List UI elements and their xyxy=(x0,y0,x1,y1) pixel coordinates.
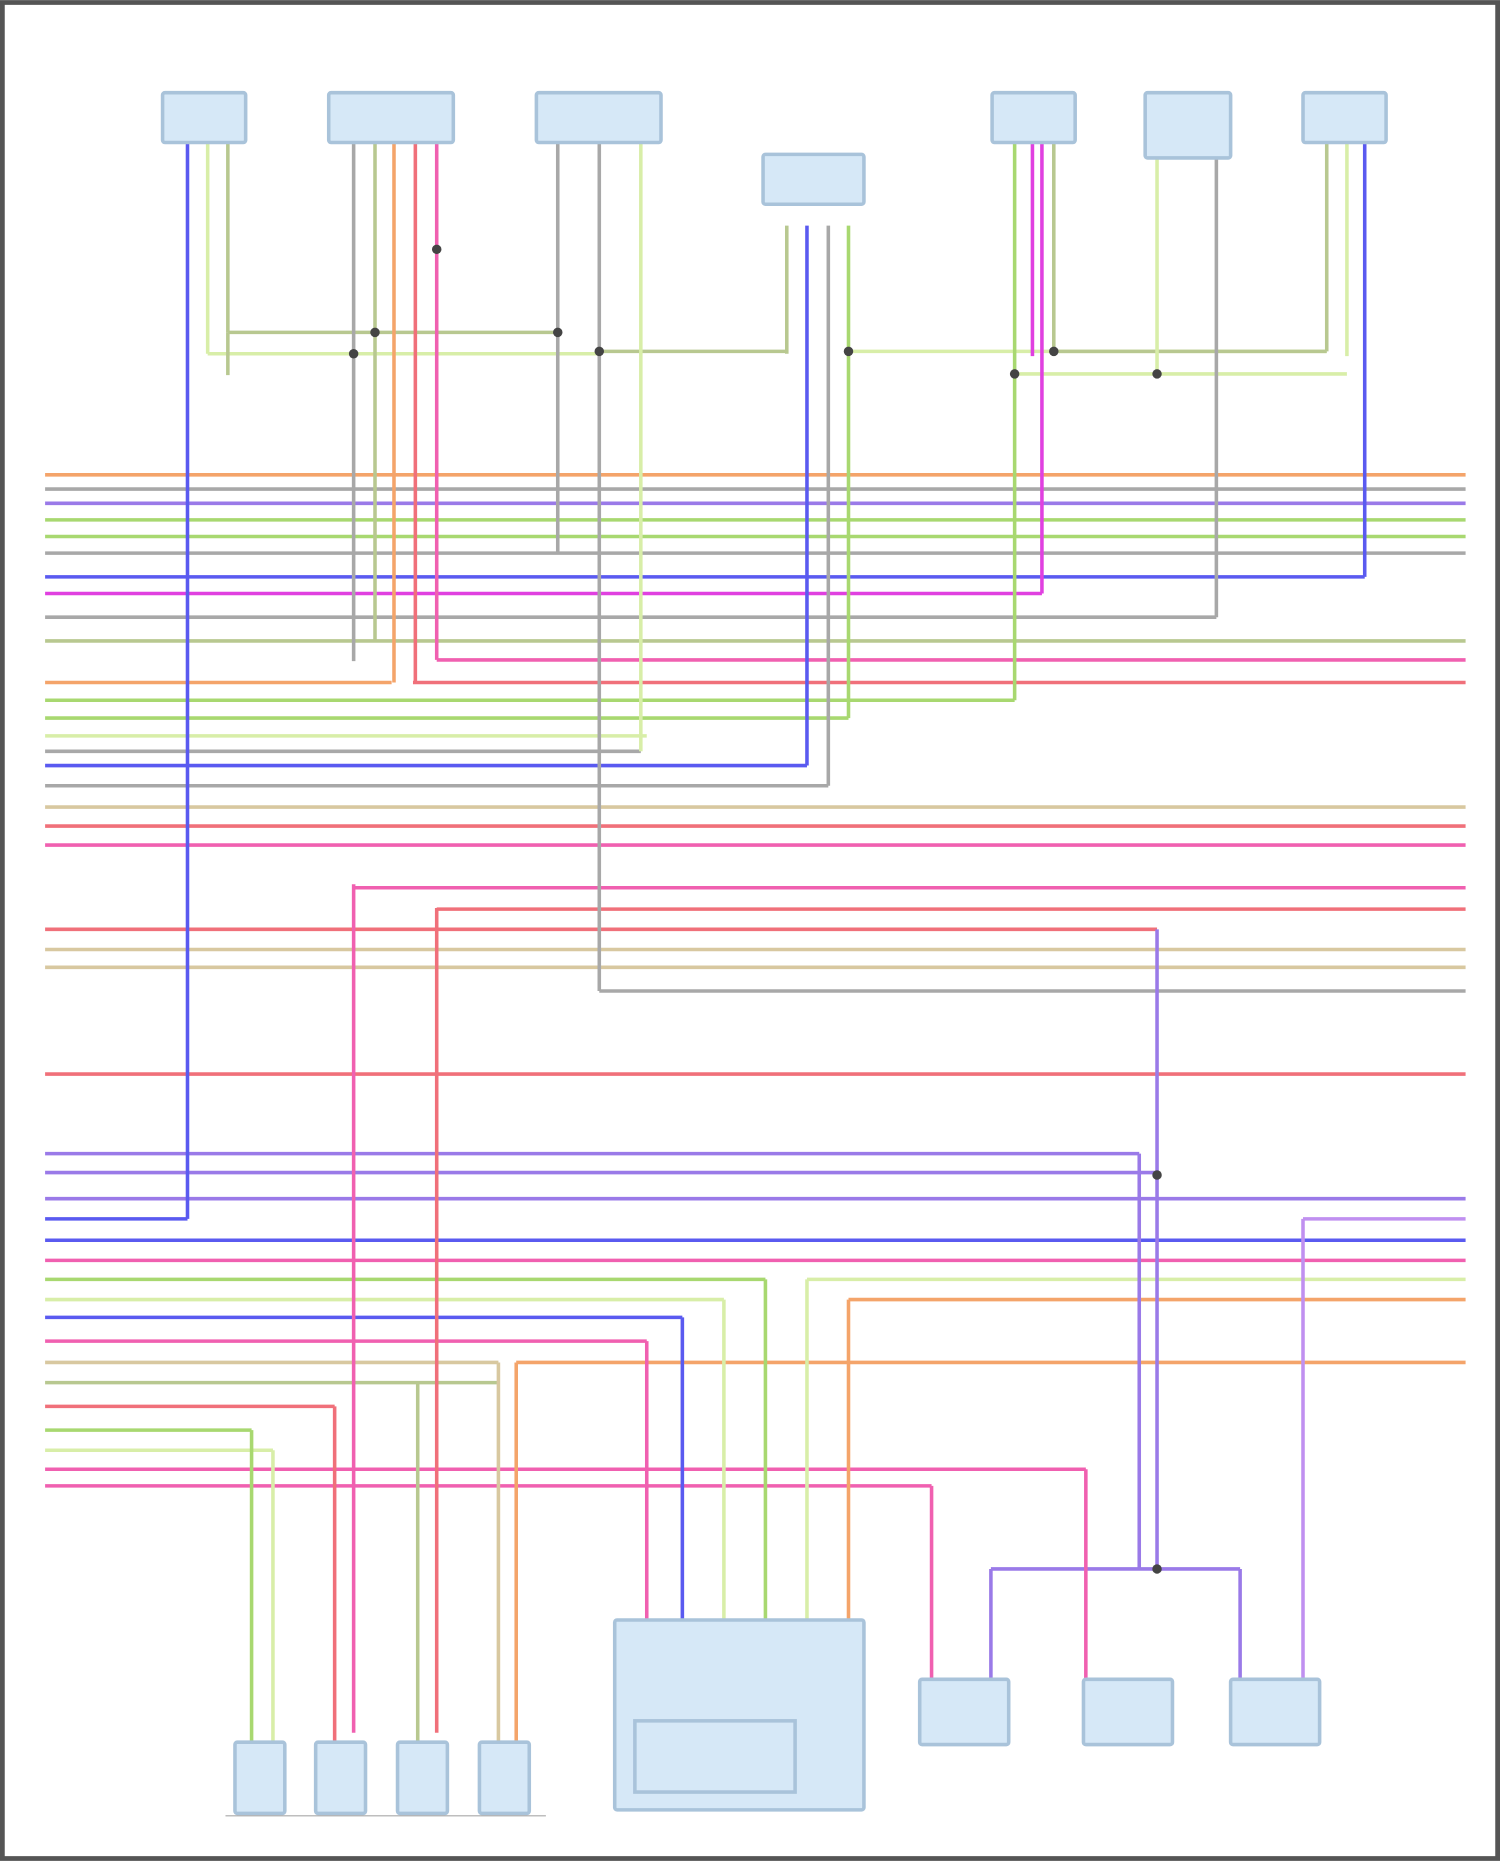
splice-dot xyxy=(553,327,563,338)
top-component-3 xyxy=(534,90,663,145)
splice-dot xyxy=(431,244,442,255)
bottom-sensor-1 xyxy=(917,1677,1011,1747)
splice-dot xyxy=(1009,369,1020,379)
splice-dot xyxy=(1152,1564,1162,1574)
bottom-component-4 xyxy=(477,1740,532,1816)
splices xyxy=(348,244,1162,1574)
wires xyxy=(45,142,1466,1743)
splice-dot xyxy=(594,346,605,357)
splice-dot xyxy=(1152,369,1162,379)
splice-dot xyxy=(1049,346,1059,357)
components xyxy=(160,90,1388,1817)
top-component-7 xyxy=(1301,90,1388,145)
bottom-component-3 xyxy=(395,1740,450,1816)
bottom-sensor-2 xyxy=(1081,1677,1175,1747)
bottom-component-2 xyxy=(313,1740,368,1816)
splice-dot xyxy=(370,327,380,338)
splice-dot xyxy=(348,349,359,359)
top-component-2 xyxy=(326,90,456,145)
top-component-5 xyxy=(990,90,1077,145)
bottom-module xyxy=(612,1618,866,1812)
top-component-4 xyxy=(761,152,866,207)
splice-dot xyxy=(843,346,854,357)
bottom-sensor-3 xyxy=(1228,1677,1322,1747)
module-inner-block xyxy=(633,1719,797,1794)
top-component-1 xyxy=(160,90,248,145)
top-component-6 xyxy=(1143,90,1233,160)
bottom-component-1 xyxy=(233,1740,287,1816)
splice-dot xyxy=(1152,1170,1162,1180)
